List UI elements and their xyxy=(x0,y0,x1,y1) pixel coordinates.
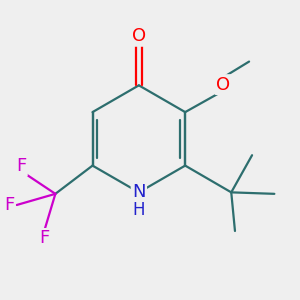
Text: F: F xyxy=(16,157,26,175)
Text: N: N xyxy=(132,183,146,201)
Text: F: F xyxy=(4,196,14,214)
Text: O: O xyxy=(216,76,230,94)
Text: F: F xyxy=(39,230,49,247)
Text: O: O xyxy=(132,27,146,45)
Text: H: H xyxy=(133,201,145,219)
